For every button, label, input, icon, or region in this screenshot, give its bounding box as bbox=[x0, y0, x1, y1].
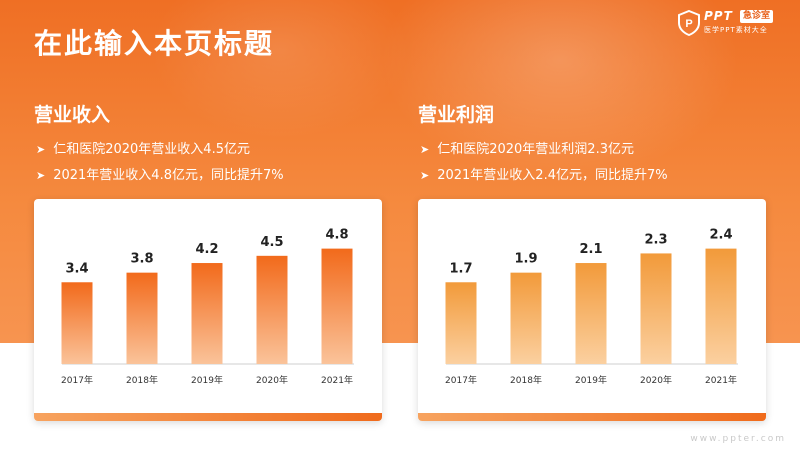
section-heading-revenue: 营业收入 bbox=[34, 104, 111, 126]
bar-2021年 bbox=[705, 248, 737, 364]
arrow-icon: ➤ bbox=[36, 143, 46, 156]
bar-2017年 bbox=[61, 282, 93, 364]
revenue-bar-chart: 3.4 2017年 3.8 2018年 4.2 2019年 4.5 2020年 4.8 2021年 bbox=[61, 228, 354, 386]
revenue-chart-card: 3.4 2017年 3.8 2018年 4.2 2019年 4.5 2020年 4.8 2021年 bbox=[34, 199, 382, 421]
bar-2019年 bbox=[191, 263, 223, 364]
bullet-text: 仁和医院2020年营业利润2.3亿元 bbox=[437, 142, 634, 157]
bar-2019年 bbox=[575, 263, 607, 364]
x-tick-label: 2017年 bbox=[445, 374, 477, 386]
data-label: 2.3 bbox=[644, 232, 667, 247]
section-heading-profit: 营业利润 bbox=[418, 104, 495, 126]
footer-url: www.ppter.com bbox=[690, 434, 786, 444]
x-tick-label: 2021年 bbox=[705, 374, 737, 386]
bullet-item: ➤ 仁和医院2020年营业收入4.5亿元 bbox=[36, 138, 250, 157]
x-tick-label: 2017年 bbox=[61, 374, 93, 386]
card-accent-bar bbox=[34, 413, 382, 421]
bullet-text: 2021年营业收入4.8亿元，同比提升7% bbox=[53, 168, 284, 183]
bullet-item: ➤ 2021年营业收入4.8亿元，同比提升7% bbox=[36, 164, 284, 183]
x-tick-label: 2019年 bbox=[575, 374, 607, 386]
shield-icon: P bbox=[678, 10, 700, 36]
x-tick-label: 2018年 bbox=[510, 374, 542, 386]
x-tick-label: 2020年 bbox=[640, 374, 672, 386]
banner-glow-secondary bbox=[150, 0, 410, 140]
bullet-text: 2021年营业收入2.4亿元，同比提升7% bbox=[437, 168, 668, 183]
x-tick-label: 2021年 bbox=[321, 374, 353, 386]
data-label: 3.8 bbox=[130, 252, 153, 267]
data-label: 3.4 bbox=[65, 261, 88, 276]
data-label: 1.7 bbox=[449, 261, 472, 276]
bar-2021年 bbox=[321, 248, 353, 364]
data-label: 2.1 bbox=[579, 242, 602, 257]
bar-2018年 bbox=[510, 272, 542, 364]
data-label: 1.9 bbox=[514, 252, 537, 267]
brand-logo: P PPT 急诊室 医学PPT素材大全 bbox=[678, 8, 790, 38]
page-title: 在此输入本页标题 bbox=[34, 27, 275, 60]
bar-2018年 bbox=[126, 272, 158, 364]
data-label: 4.2 bbox=[195, 242, 218, 257]
bullet-text: 仁和医院2020年营业收入4.5亿元 bbox=[53, 142, 250, 157]
arrow-icon: ➤ bbox=[36, 169, 46, 182]
data-label: 4.5 bbox=[260, 235, 283, 250]
logo-tag: 急诊室 bbox=[740, 10, 774, 23]
logo-subtitle: 医学PPT素材大全 bbox=[704, 26, 768, 34]
profit-bar-chart: 1.7 2017年 1.9 2018年 2.1 2019年 2.3 2020年 2.4 2021年 bbox=[445, 228, 738, 386]
bullet-item: ➤ 2021年营业收入2.4亿元，同比提升7% bbox=[420, 164, 668, 183]
bar-2017年 bbox=[445, 282, 477, 364]
x-tick-label: 2018年 bbox=[126, 374, 158, 386]
x-tick-label: 2019年 bbox=[191, 374, 223, 386]
arrow-icon: ➤ bbox=[420, 143, 430, 156]
bullet-item: ➤ 仁和医院2020年营业利润2.3亿元 bbox=[420, 138, 634, 157]
logo-brand: PPT bbox=[704, 9, 733, 23]
bar-2020年 bbox=[640, 253, 672, 364]
x-tick-label: 2020年 bbox=[256, 374, 288, 386]
profit-chart-card: 1.7 2017年 1.9 2018年 2.1 2019年 2.3 2020年 2.4 2021年 bbox=[418, 199, 766, 421]
data-label: 2.4 bbox=[709, 228, 732, 243]
card-accent-bar bbox=[418, 413, 766, 421]
data-label: 4.8 bbox=[325, 228, 348, 243]
arrow-icon: ➤ bbox=[420, 169, 430, 182]
svg-text:P: P bbox=[685, 18, 692, 30]
bar-2020年 bbox=[256, 255, 288, 364]
